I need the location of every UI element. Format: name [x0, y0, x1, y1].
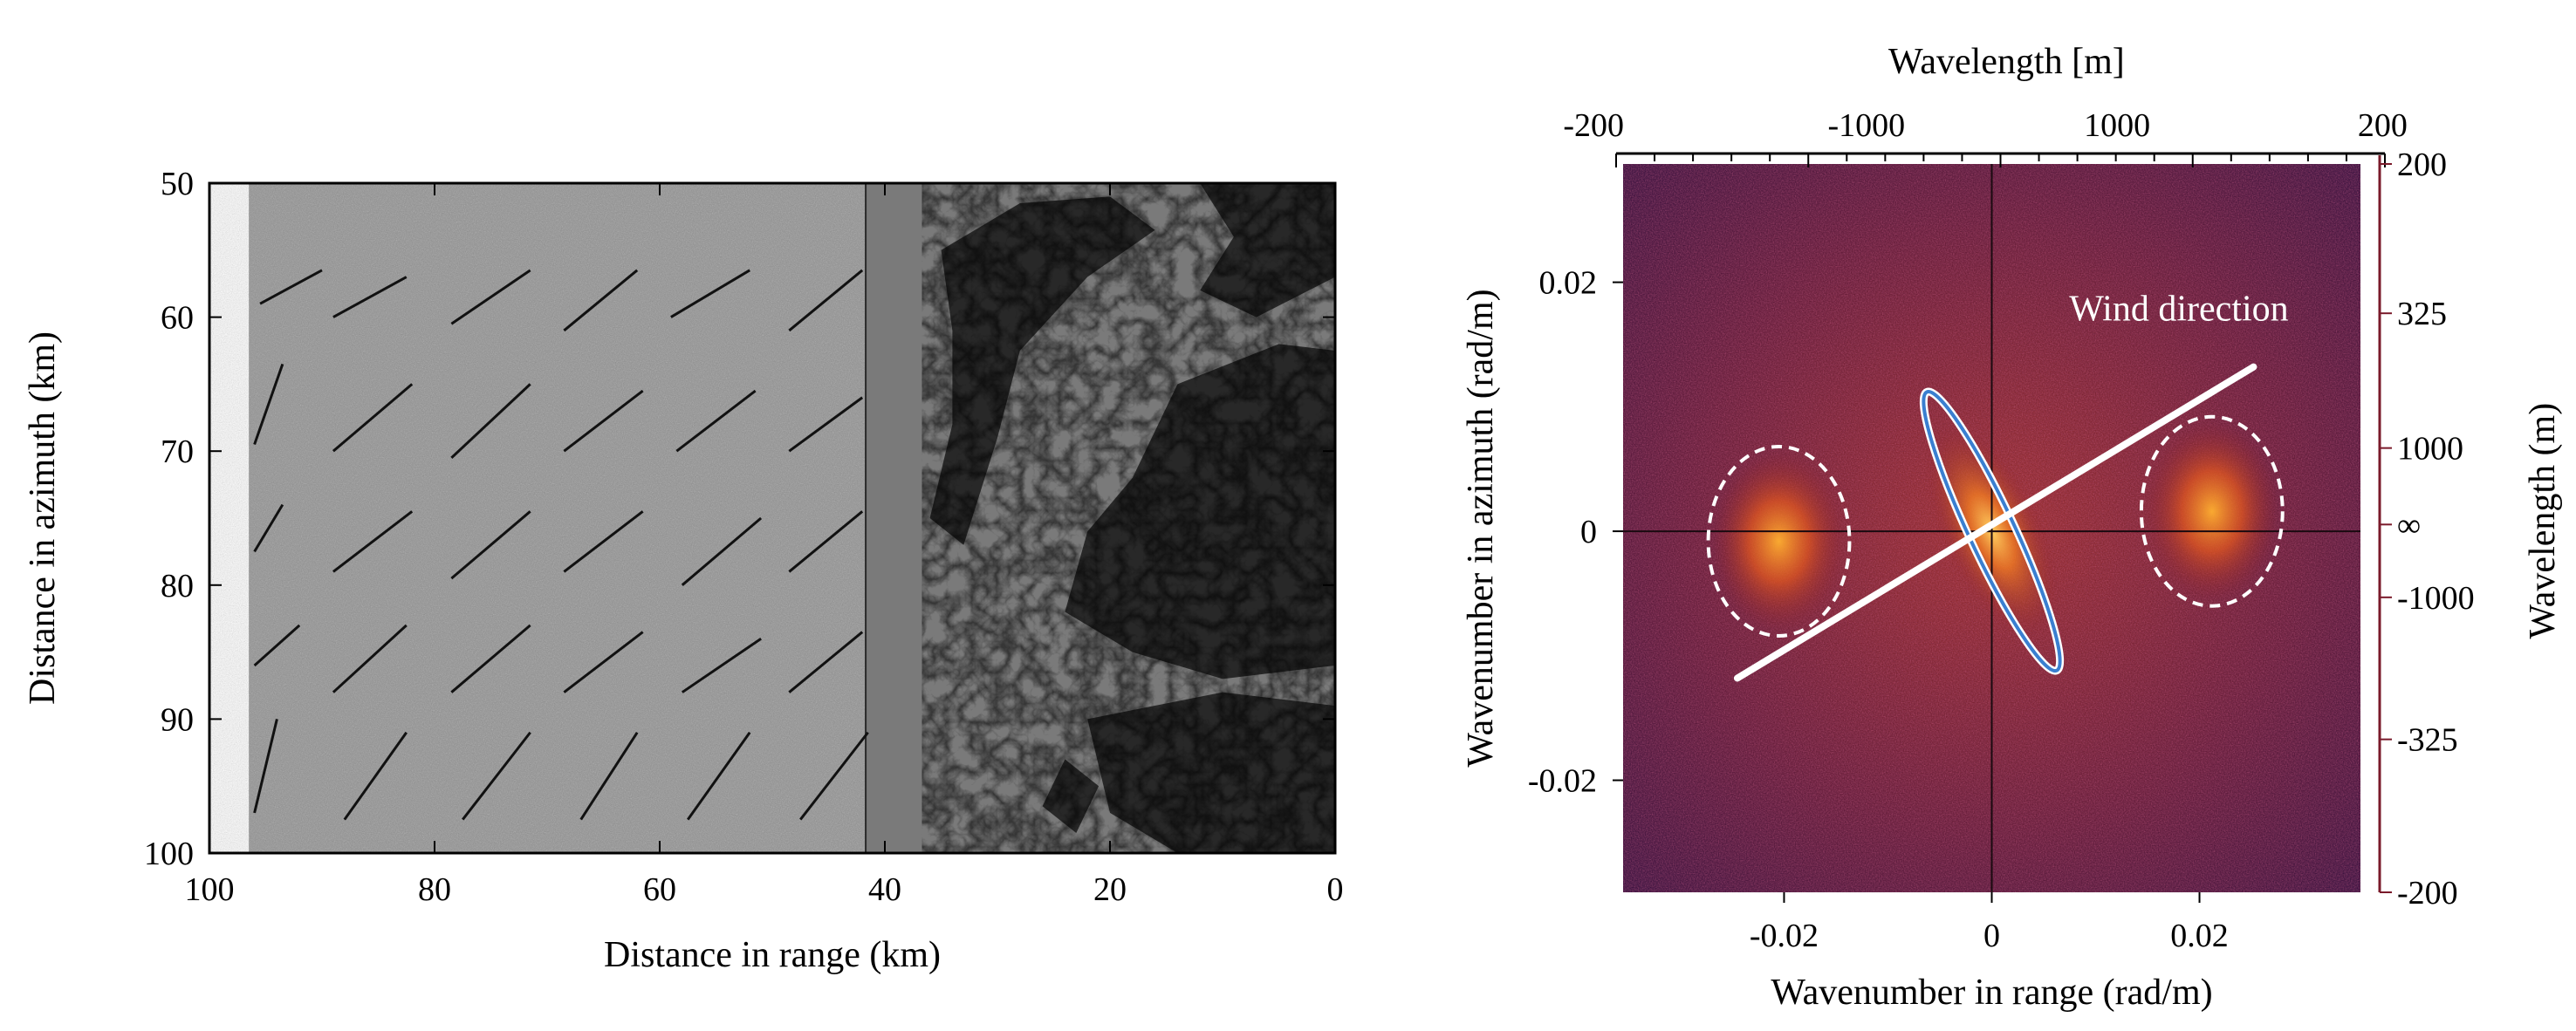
wind-mark	[788, 510, 864, 573]
wind-mark	[579, 731, 639, 821]
left-x-axis-label: Distance in range (km)	[604, 935, 941, 975]
wind-mark	[253, 624, 301, 667]
wind-mark	[675, 389, 757, 453]
left-y-ticks: 50 60 70 80 90 100	[144, 166, 1335, 872]
wind-mark	[563, 510, 644, 573]
right-wavelength-axis: 200 325 1000 ∞ -1000 -325 -200	[2378, 147, 2475, 912]
wind-mark	[687, 731, 751, 821]
dashed-ellipses	[1706, 414, 2285, 638]
right-axis-tick-label: -325	[2397, 722, 2458, 759]
wind-mark	[670, 269, 750, 318]
dashed-ellipse	[2139, 414, 2285, 608]
right-x-tick-label: -0.02	[1750, 918, 1819, 954]
wind-mark	[563, 269, 639, 332]
left-y-tick-label: 80	[161, 568, 194, 604]
left-y-tick-label: 60	[161, 300, 194, 337]
left-y-axis-label: Distance in azimuth (km)	[23, 331, 63, 705]
wind-mark	[799, 731, 869, 821]
right-x-tick-label: 0	[1983, 918, 2000, 954]
top-axis-tick-label: -200	[1563, 107, 1624, 144]
wind-mark	[788, 269, 864, 332]
right-y-tick-label: 0.02	[1539, 265, 1598, 302]
right-axis-tick-label: 325	[2397, 296, 2447, 332]
top-axis-title: Wavelength [m]	[1888, 42, 2125, 82]
left-y-tick-label: 90	[161, 701, 194, 738]
wind-mark	[681, 516, 763, 586]
left-y-tick-label: 50	[161, 166, 194, 202]
wind-mark	[563, 389, 644, 453]
left-x-tick-label: 100	[185, 871, 235, 908]
left-x-tick-label: 60	[643, 871, 676, 908]
wind-mark	[253, 363, 284, 446]
land-texture	[921, 183, 1335, 853]
right-axis-tick-label: -200	[2397, 875, 2458, 912]
right-y-axis-label: Wavenumber in azimuth (rad/m)	[1461, 289, 1501, 767]
top-wavelength-axis: -200 -1000 1000 200	[1563, 107, 2408, 167]
wind-mark	[681, 637, 762, 693]
top-axis-tick-label: -1000	[1828, 107, 1906, 144]
right-x-ticks: -0.02 0 0.02	[1750, 892, 2229, 954]
wind-mark	[343, 731, 408, 821]
left-plot-frame	[208, 181, 1337, 855]
wind-mark	[563, 631, 644, 693]
top-axis-tick-label: 1000	[2084, 107, 2150, 144]
wind-mark	[788, 631, 864, 693]
left-x-tick-label: 40	[868, 871, 901, 908]
left-x-tick-label: 80	[418, 871, 451, 908]
wind-mark	[253, 719, 278, 814]
right-y-tick-label: 0	[1580, 514, 1597, 550]
right-energy-peak	[2144, 421, 2279, 602]
right-axis-tick-label: ∞	[2397, 507, 2421, 543]
right-axis-tick-label: 200	[2397, 147, 2447, 183]
wind-direction-label: Wind direction	[2069, 290, 2288, 330]
left-x-ticks: 100 80 60 40 20 0	[185, 183, 1344, 908]
wind-direction-line	[1733, 363, 2257, 682]
wind-mark	[332, 510, 414, 573]
right-x-tick-label: 0.02	[2170, 918, 2229, 954]
right-axis-title: Wavelength (m)	[2523, 403, 2563, 639]
top-axis-tick-label: 200	[2358, 107, 2408, 144]
wind-mark	[332, 624, 408, 693]
wind-direction-marks	[253, 269, 869, 821]
wind-mark	[788, 396, 864, 453]
wind-mark	[332, 276, 408, 318]
sar-image-panel: 100 80 60 40 20 0 50 60 70 80 90 100 Distance in r…	[23, 166, 1344, 975]
left-energy-peak	[1711, 451, 1846, 632]
right-x-axis-label: Wavenumber in range (rad/m)	[1771, 973, 2212, 1013]
left-y-tick-label: 100	[144, 836, 194, 872]
right-axis-tick-label: -1000	[2397, 580, 2475, 617]
right-y-tick-label: -0.02	[1528, 763, 1597, 800]
wind-mark	[259, 269, 323, 305]
spectrum-panel: Wind direction -200 -1000 1000 200 200 325 10…	[1461, 42, 2563, 1013]
dashed-ellipse	[1706, 445, 1852, 638]
wind-mark	[450, 510, 531, 580]
wind-mark	[450, 269, 531, 325]
left-x-tick-label: 20	[1093, 871, 1127, 908]
right-y-ticks: 0.02 0 -0.02	[1528, 265, 1623, 800]
wind-mark	[450, 624, 531, 693]
wind-mark	[253, 503, 284, 553]
wind-mark	[462, 731, 531, 821]
wind-mark	[332, 383, 414, 453]
right-axis-tick-label: 1000	[2397, 431, 2463, 468]
left-x-tick-label: 0	[1327, 871, 1344, 908]
wind-mark	[450, 383, 531, 459]
left-y-tick-label: 70	[161, 434, 194, 470]
